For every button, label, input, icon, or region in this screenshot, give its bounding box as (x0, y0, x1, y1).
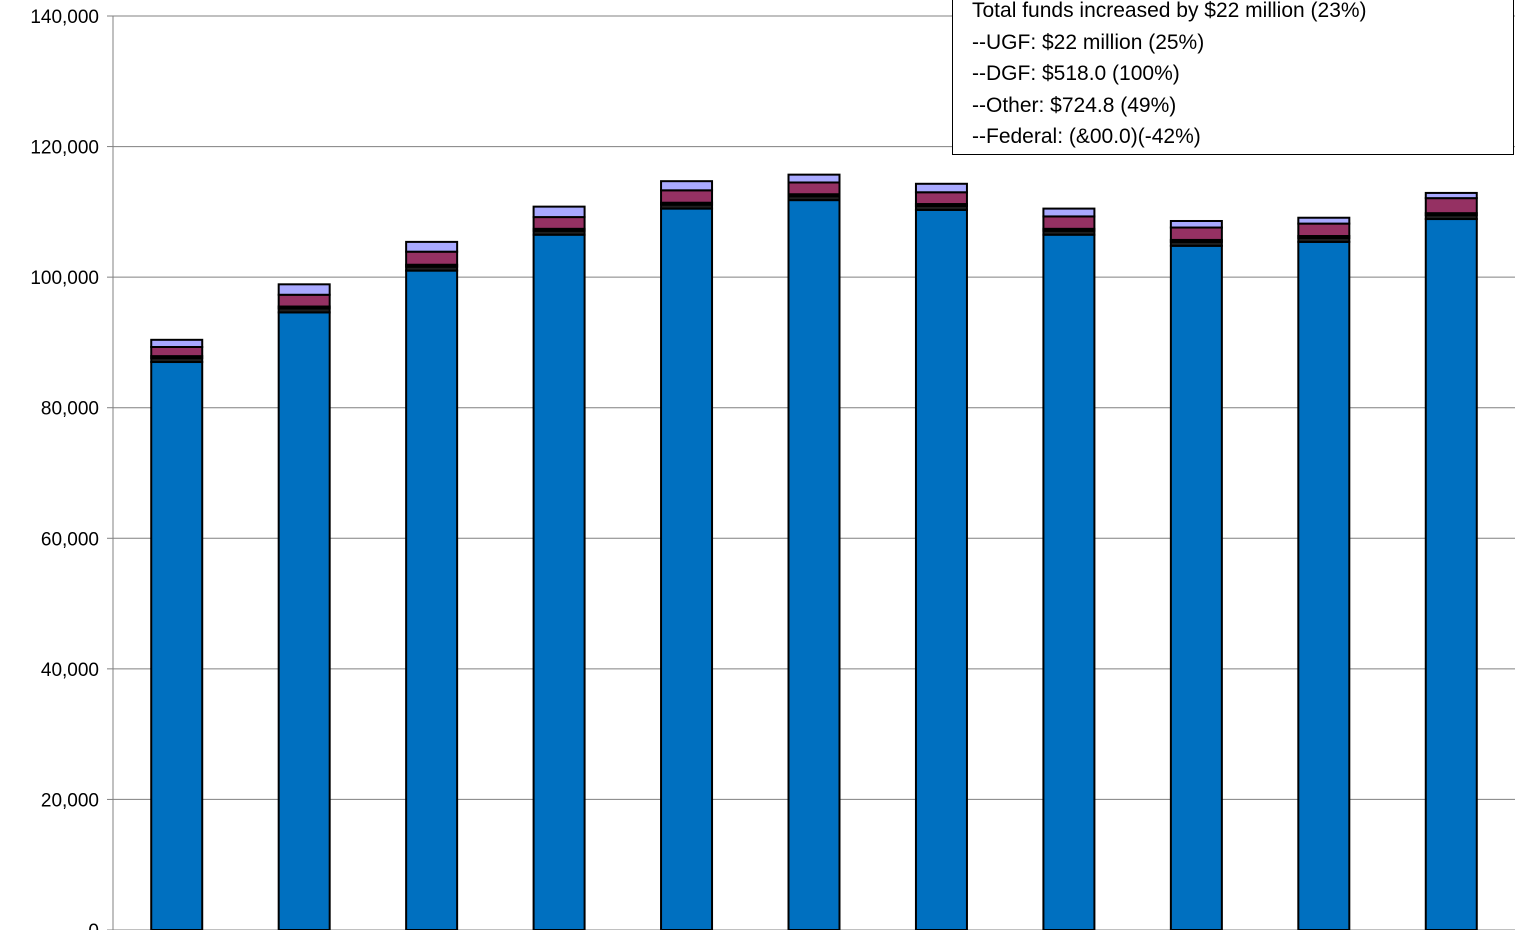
y-tick-label: 80,000 (41, 399, 99, 420)
y-tick-label: 60,000 (41, 529, 99, 550)
bar-segment-4 (150, 345, 204, 358)
annotation-line: --Federal: (&00.0)(-42%) (972, 125, 1201, 148)
bar-segment-5 (787, 173, 841, 184)
y-axis-ticks: 0 20,000 40,000 60,000 80,000 100,000 120,000 1… (30, 7, 113, 930)
bar-segment-4 (1297, 222, 1351, 238)
bar-segment-4 (532, 216, 586, 230)
bar-segment-5 (405, 240, 459, 253)
annotation-line: Total funds increased by $22 million (23… (972, 0, 1367, 22)
bar-segment-5 (1424, 191, 1478, 200)
bar-segment-1 (660, 207, 714, 930)
bar-segment-1 (1297, 240, 1351, 930)
annotation-box: Total funds increased by $22 million (23… (952, 0, 1514, 155)
bar-segment-4 (405, 250, 459, 266)
y-tick-label: 100,000 (30, 268, 99, 289)
bar-segment-5 (660, 180, 714, 192)
bar-segment-5 (532, 205, 586, 219)
y-tick-label: 40,000 (41, 660, 99, 681)
bar-segment-1 (1169, 244, 1223, 930)
bar-segment-1 (277, 311, 331, 930)
bar-segment-4 (914, 191, 968, 206)
bar-segment-4 (660, 189, 714, 204)
bar-segment-1 (1042, 233, 1096, 930)
bar-segment-1 (405, 269, 459, 930)
bar-segment-5 (1169, 219, 1223, 229)
bar-segment-5 (1042, 207, 1096, 218)
bar-segment-1 (787, 199, 841, 930)
bar-segment-5 (150, 338, 204, 348)
bar-segment-4 (787, 181, 841, 196)
annotation-line: --UGF: $22 million (25%) (972, 30, 1205, 54)
bar-segment-5 (914, 182, 968, 194)
bar-segment-1 (914, 208, 968, 930)
y-tick-label: 120,000 (30, 138, 99, 159)
bar-segment-5 (1297, 216, 1351, 225)
bar-segment-1 (150, 361, 204, 930)
y-tick-label: 0 (88, 921, 99, 930)
bar-segment-1 (1424, 218, 1478, 930)
annotation-line: --Other: $724.8 (49%) (972, 93, 1177, 117)
bar-segment-5 (277, 283, 331, 296)
y-tick-label: 20,000 (41, 790, 99, 811)
y-tick-label: 140,000 (30, 7, 99, 28)
bar-segment-4 (1169, 226, 1223, 241)
annotation-line: --DGF: $518.0 (100%) (972, 62, 1180, 85)
bars (150, 173, 1478, 930)
bar-segment-4 (1424, 197, 1478, 215)
bar-segment-4 (1042, 215, 1096, 230)
bar-segment-1 (532, 233, 586, 930)
bar-segment-4 (277, 293, 331, 308)
